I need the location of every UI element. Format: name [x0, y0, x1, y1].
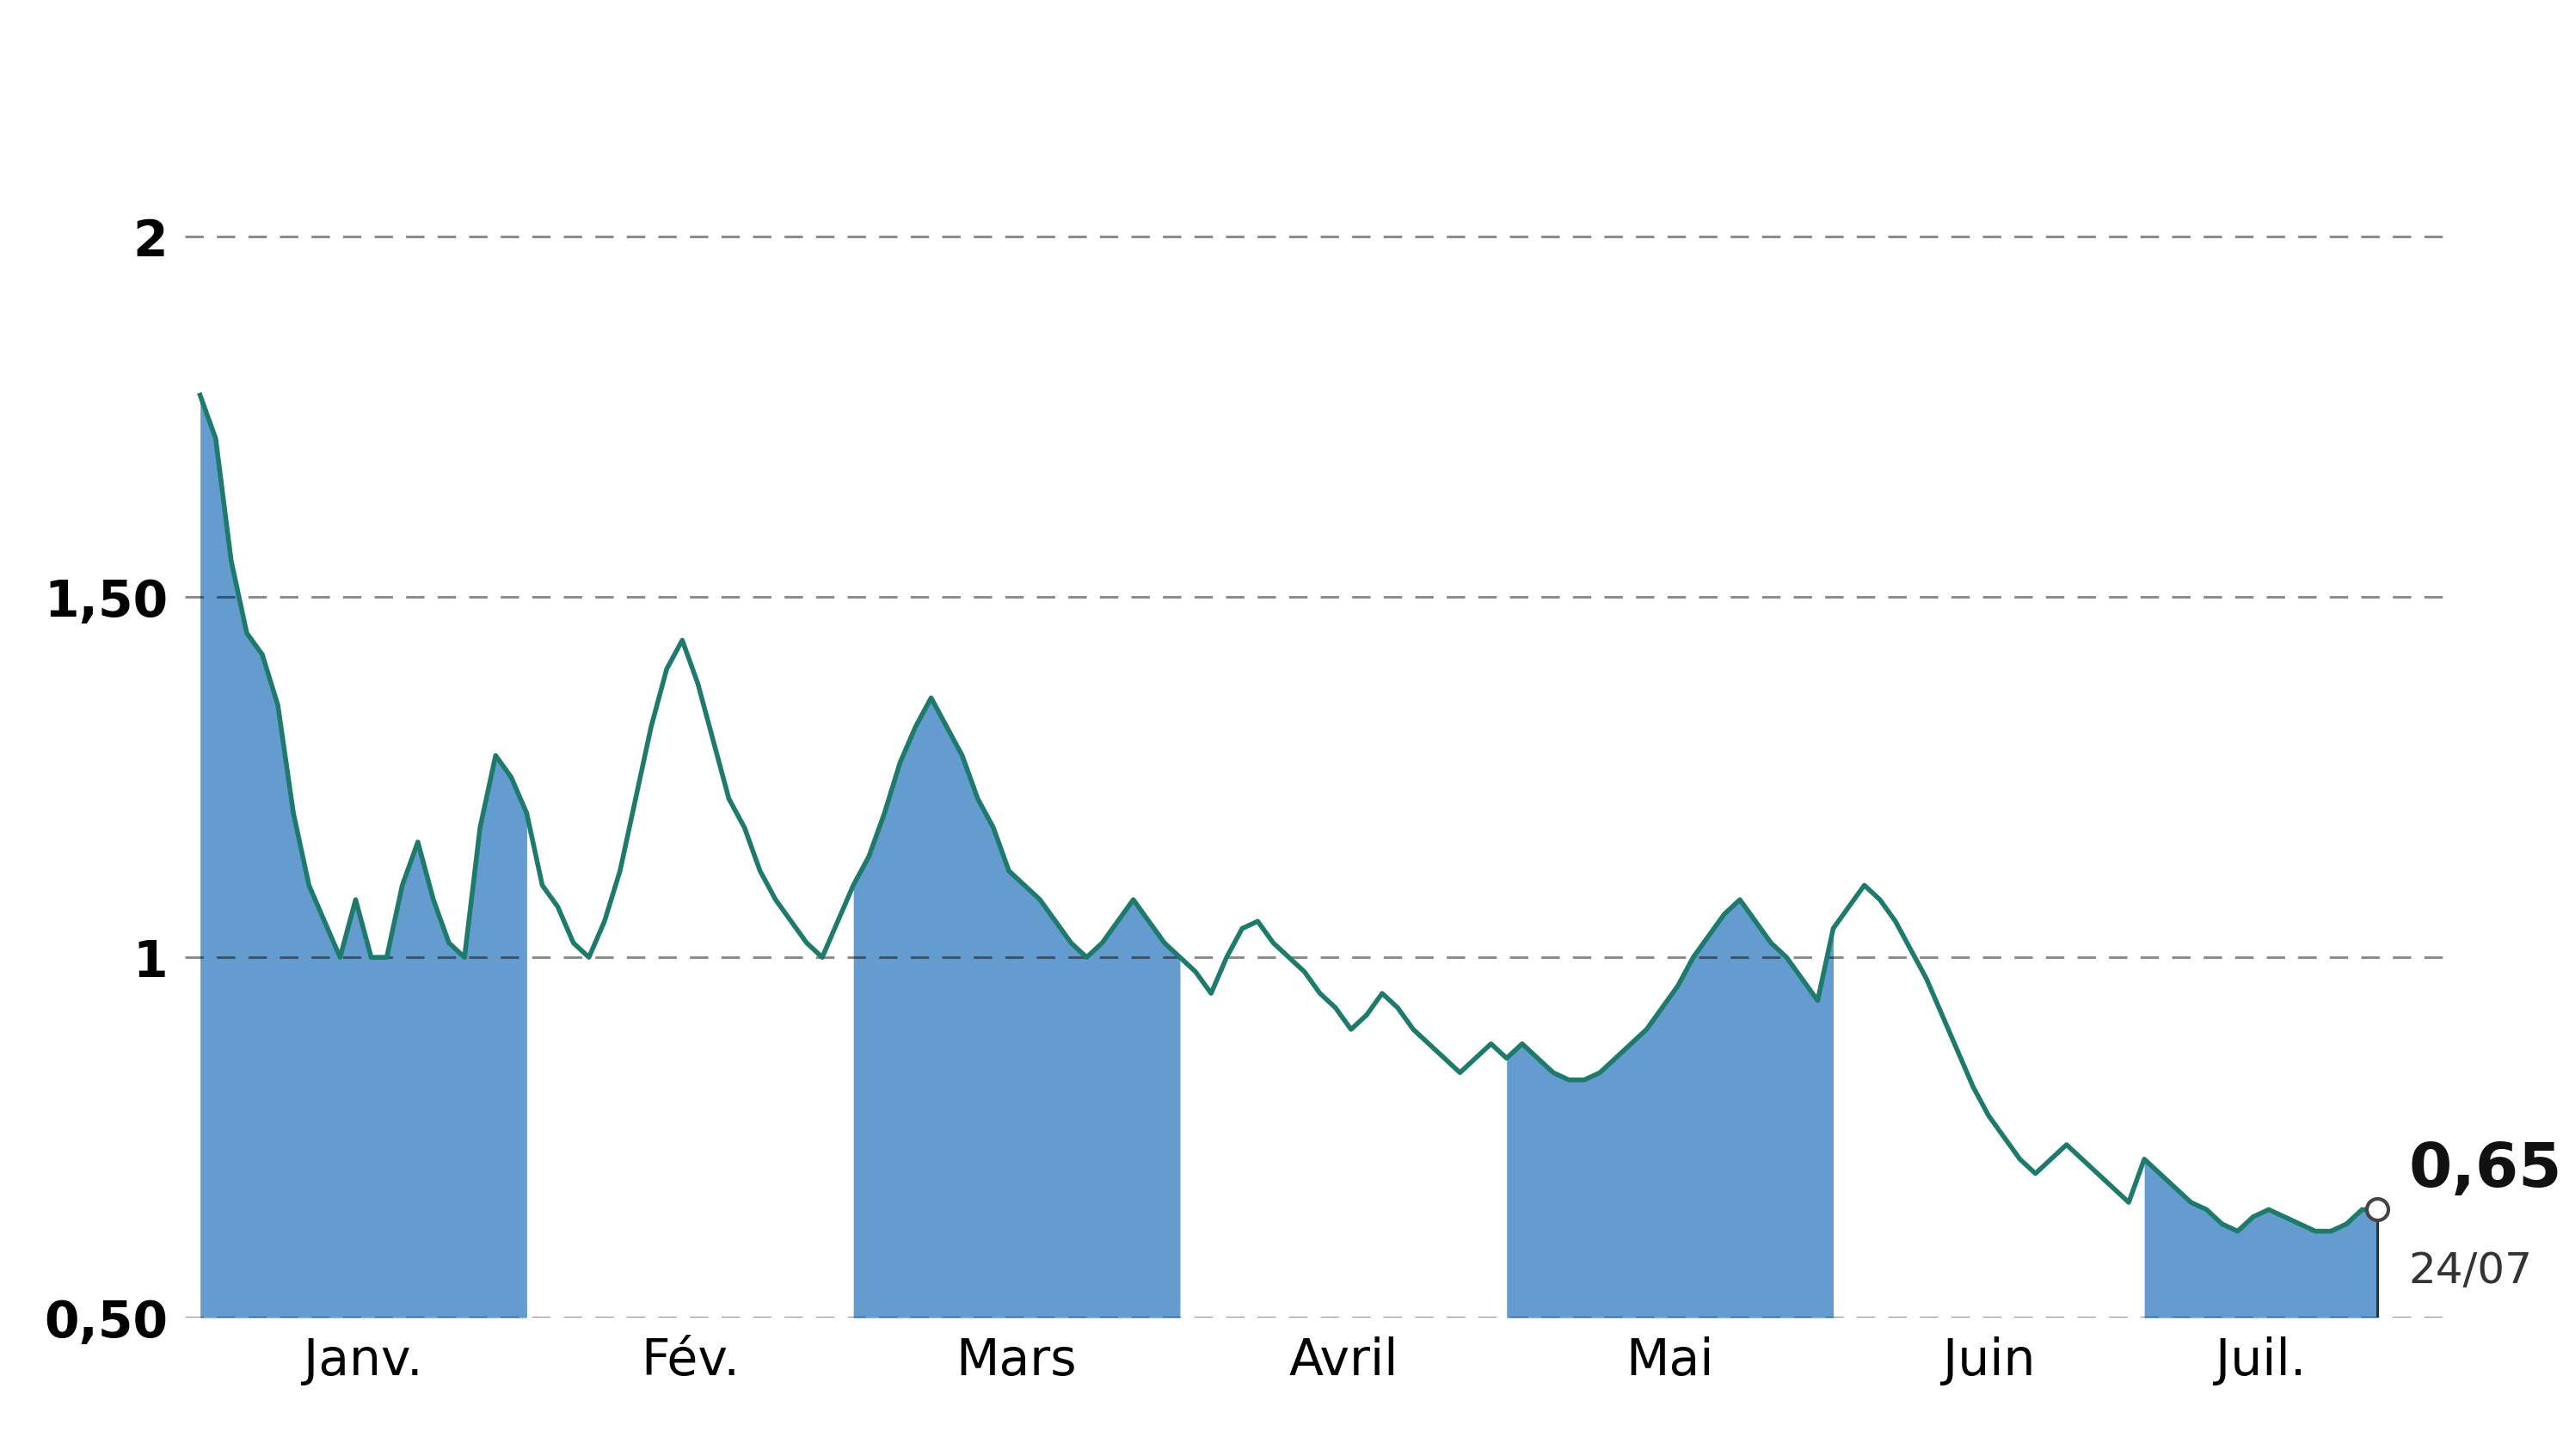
Text: METAVISIO: METAVISIO	[956, 12, 1607, 116]
Text: 24/07: 24/07	[2409, 1251, 2532, 1291]
Text: 0,65: 0,65	[2409, 1140, 2563, 1200]
